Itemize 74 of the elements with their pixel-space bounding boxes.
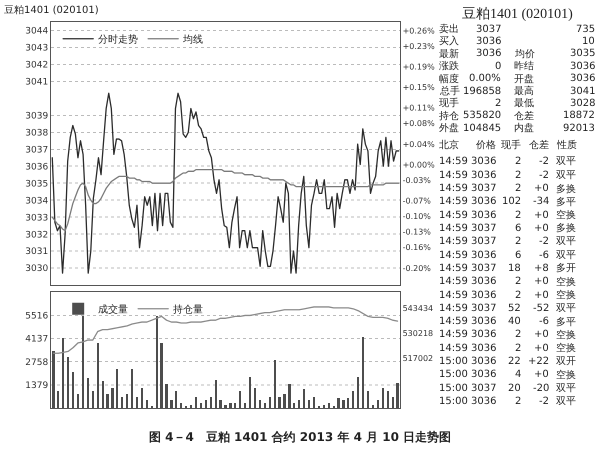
- text: 14:59 3036 2 +0 空换: [439, 343, 576, 354]
- y-tick-label: 3044: [25, 26, 48, 37]
- y2-tick-label: +0.19%: [402, 62, 436, 72]
- y-tick-label: 3033: [25, 213, 48, 224]
- y-tick-label: 1379: [25, 380, 48, 391]
- y2-tick-label: 530218: [402, 328, 434, 338]
- text: 14:59 3036 2 +0 空换: [439, 276, 576, 288]
- text: 14:59 3036 2 +0 空换: [439, 329, 576, 341]
- line-series: [52, 92, 400, 274]
- line-series: [52, 168, 400, 232]
- y-tick-label: 5516: [25, 311, 48, 322]
- text: 15:00 3036 22 +22 双开: [439, 356, 576, 367]
- text: 14:59 3036 102 -34 多平: [439, 196, 576, 208]
- text: 北京 价格 现手 仓差 性质: [439, 140, 577, 151]
- y2-tick-label: -0.13%: [402, 228, 432, 237]
- text: 14:59 3036 40 -6 多平: [439, 316, 576, 328]
- y-tick-label: 3035: [25, 179, 48, 190]
- text: 14:59 3036 6 -6 双平: [439, 250, 576, 261]
- y-tick-label: 3043: [25, 44, 48, 54]
- caption: 图 4－4 豆粕 1401 合约 2013 年 4 月 10 日走势图: [149, 430, 452, 444]
- y-tick-label: 3032: [25, 230, 48, 240]
- y2-tick-label: +0.00%: [402, 160, 436, 170]
- y-tick-label: 3030: [25, 264, 48, 274]
- legend-label: 均线: [182, 34, 204, 46]
- y-tick-label: 3034: [25, 196, 48, 206]
- text: 外盘 104845 内盘 92013: [439, 123, 595, 134]
- text: 卖出 3037 735: [439, 24, 596, 35]
- y2-tick-label: -0.16%: [402, 243, 432, 252]
- y-tick-label: 2758: [25, 358, 48, 368]
- y-tick-label: 3042: [25, 60, 48, 71]
- text: 涨跌 0 昨结 3036: [439, 61, 596, 72]
- text: 14:59 3037 52 -52 双平: [439, 303, 576, 314]
- text: 幅度 0.00% 开盘 3036: [439, 73, 596, 85]
- text: 15:00 3037 20 -20 双平: [439, 383, 576, 394]
- chart-title: 豆粕1401 (020101): [4, 5, 99, 16]
- text: 14:59 3036 2 +0 空换: [439, 210, 576, 221]
- y2-tick-label: +0.15%: [402, 83, 436, 92]
- text: 现手 2 最低 3028: [439, 98, 596, 109]
- legend-label: 持仓量: [173, 304, 204, 316]
- legend-label: 成交量: [98, 304, 128, 316]
- y-tick-label: 4137: [25, 334, 48, 345]
- text: 15:00 3036 4 +0 空换: [439, 369, 576, 381]
- y2-tick-label: -0.20%: [402, 264, 432, 273]
- text: 最新 3036 均价 3035: [439, 48, 596, 60]
- text: 总手 196858 最高 3041: [440, 86, 596, 97]
- y2-tick-label: -0.10%: [402, 212, 432, 222]
- text: 14:59 3037 2 -2 双平: [439, 236, 576, 247]
- y2-tick-label: -0.03%: [402, 176, 432, 186]
- y-tick-label: 3038: [25, 128, 48, 138]
- text: 14:59 3036 2 +0 空换: [439, 290, 576, 301]
- y2-tick-label: +0.08%: [402, 119, 436, 128]
- y-tick-label: 3041: [25, 78, 48, 88]
- y-tick-label: 3031: [25, 247, 48, 258]
- text: 买入 3036 10: [439, 36, 595, 47]
- text: 14:59 3036 2 -2 双平: [439, 170, 576, 181]
- text: 15:00 3036 2 -2 双平: [439, 396, 576, 407]
- text: 14:59 3036 2 -2 双平: [439, 156, 576, 167]
- y2-tick-label: +0.23%: [402, 42, 436, 51]
- y2-tick-label: -0.07%: [402, 196, 432, 206]
- y2-tick-label: +0.04%: [402, 140, 436, 149]
- y2-tick-label: 543434: [402, 304, 434, 313]
- text: 14:59 3037 18 +8 多开: [439, 263, 576, 274]
- y-tick-label: 3039: [25, 111, 48, 122]
- text: 持仓 535820 仓差 18872: [439, 110, 595, 122]
- text: 豆粕1401 (020101): [462, 6, 574, 22]
- y2-tick-label: 517002: [402, 354, 434, 363]
- text: 14:59 3037 6 +0 多换: [439, 223, 576, 234]
- y2-tick-label: +0.11%: [402, 104, 436, 113]
- line-series: [52, 306, 398, 354]
- text: 14:59 3037 2 +0 多换: [439, 183, 576, 195]
- y-tick-label: 3036: [25, 162, 48, 172]
- y2-tick-label: +0.26%: [402, 26, 436, 36]
- legend-label: 分时走势: [98, 34, 138, 46]
- y-tick-label: 3037: [25, 145, 48, 156]
